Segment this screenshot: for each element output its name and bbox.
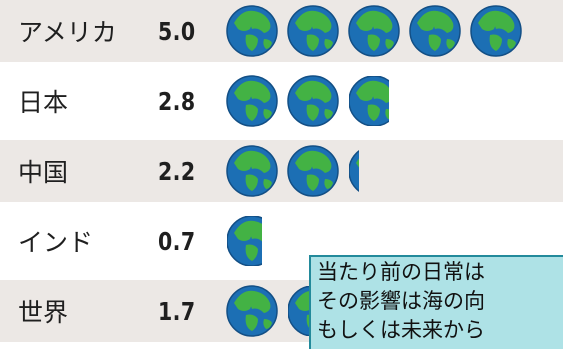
row-japan: 日本 2.8 [0, 70, 563, 132]
globe-svg [227, 216, 262, 266]
earth-globe-icon [226, 75, 278, 127]
globe-bar [222, 0, 563, 62]
earth-globe-icon [470, 5, 522, 57]
country-label: 世界 [18, 298, 69, 327]
earth-globe-icon [226, 5, 278, 57]
globe-bar [222, 210, 563, 272]
country-label: 中国 [18, 158, 69, 187]
callout-line: 当たり前の日常は [317, 260, 485, 284]
value-label: 5.0 [158, 16, 196, 46]
value-label: 2.8 [158, 86, 196, 116]
caption-callout: 当たり前の日常は その影響は海の向 もしくは未来から [309, 255, 563, 349]
globe-bar [222, 70, 563, 132]
earth-globe-icon [348, 5, 400, 57]
globe-svg [226, 5, 522, 57]
row-america: アメリカ 5.0 [0, 0, 563, 62]
earth-globe-icon [409, 5, 461, 57]
earth-globe-icon [287, 5, 339, 57]
globe-svg [226, 145, 359, 197]
value-label: 2.2 [158, 156, 196, 186]
earth-globe-icon [287, 145, 339, 197]
earth-globe-icon [226, 145, 278, 197]
row-india: インド 0.7 [0, 210, 563, 272]
country-label: アメリカ [18, 18, 117, 47]
country-label: 日本 [18, 88, 69, 117]
callout-line: もしくは未来から [317, 318, 485, 342]
earth-globe-icon [349, 76, 389, 126]
earth-globe-icon [226, 285, 278, 337]
earth-globe-icon [349, 150, 359, 192]
earth-globe-icon [287, 75, 339, 127]
value-label: 1.7 [158, 296, 196, 326]
callout-line: その影響は海の向 [317, 289, 485, 313]
globe-bar [222, 140, 563, 202]
globe-svg [226, 75, 389, 127]
earth-globe-icon [227, 216, 262, 266]
globe-svg [226, 285, 323, 337]
globe-bar [222, 280, 563, 342]
value-label: 0.7 [158, 226, 196, 256]
row-china: 中国 2.2 [0, 140, 563, 202]
country-label: インド [18, 228, 94, 257]
